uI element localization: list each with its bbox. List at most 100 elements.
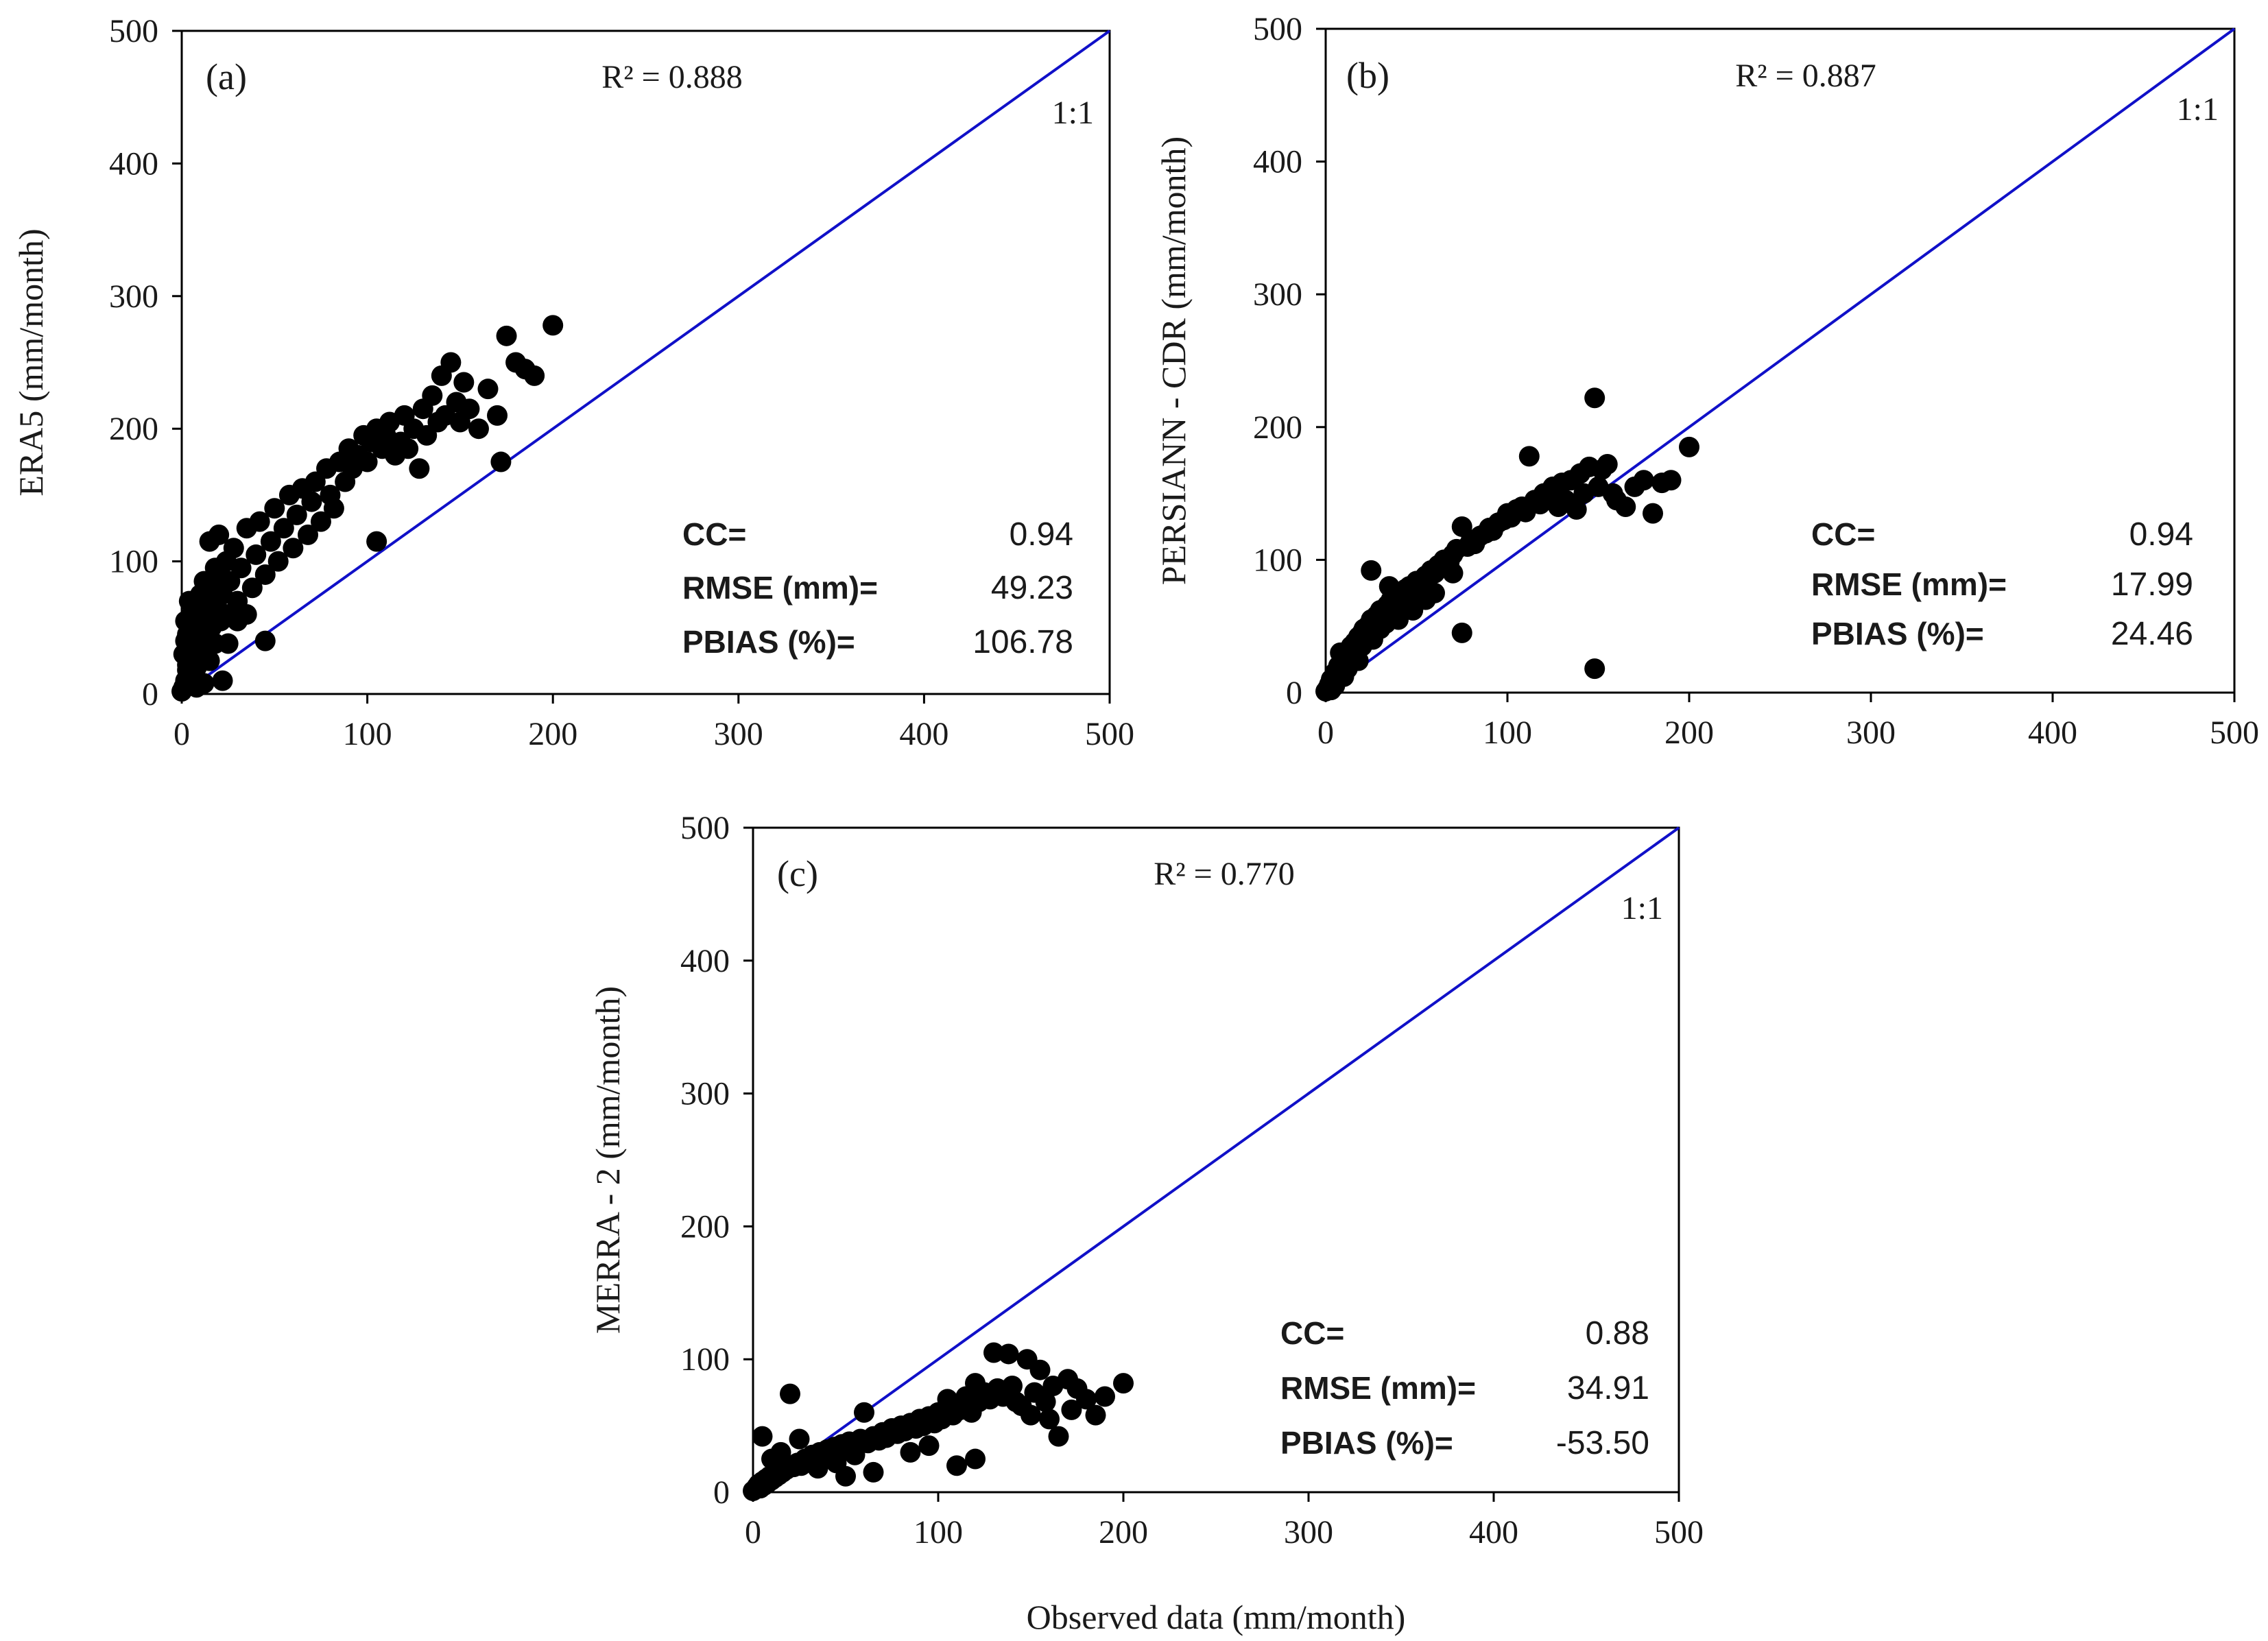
scatter-panel-1: 0 100 200 300 400 500 0 100 200 300 400 500 (a) R² = … bbox=[12, 13, 1134, 752]
data-point bbox=[1518, 446, 1540, 467]
y-axis-label: PERSIANN - CDR (mm/month) bbox=[1154, 136, 1193, 585]
x-tick-label: 0 bbox=[745, 1514, 761, 1550]
data-point bbox=[468, 418, 489, 440]
stat-value: 0.94 bbox=[2129, 516, 2193, 553]
y-tick-label: 500 bbox=[109, 13, 158, 49]
data-point bbox=[1035, 1391, 1056, 1413]
data-point bbox=[1076, 1389, 1097, 1410]
data-point bbox=[1679, 436, 1699, 457]
stat-label: CC= bbox=[682, 516, 746, 552]
data-point bbox=[409, 458, 430, 479]
y-tick-label: 100 bbox=[680, 1341, 730, 1378]
data-point bbox=[496, 325, 517, 346]
data-point bbox=[1039, 1409, 1060, 1430]
data-point bbox=[1348, 650, 1369, 671]
stat-value: 0.88 bbox=[1586, 1315, 1649, 1352]
x-tick-label: 300 bbox=[1846, 715, 1896, 751]
y-tick-label: 300 bbox=[680, 1076, 730, 1112]
data-point bbox=[180, 657, 202, 678]
plot-frame bbox=[752, 826, 1680, 1494]
data-point bbox=[217, 633, 239, 654]
stat-label: PBIAS (%)= bbox=[1811, 616, 1984, 651]
data-point bbox=[854, 1402, 874, 1423]
data-point bbox=[1320, 680, 1341, 701]
data-point bbox=[254, 630, 276, 651]
data-point bbox=[1020, 1404, 1041, 1426]
one-to-one-line bbox=[1324, 27, 2236, 694]
y-tick-label: 200 bbox=[109, 411, 158, 447]
panel-label: (c) bbox=[777, 853, 818, 894]
data-point bbox=[789, 1428, 810, 1450]
data-point bbox=[487, 405, 508, 426]
scatter-panel-2: 0 100 200 300 400 500 0 100 200 300 400 500 (b) R² = … bbox=[1154, 11, 2259, 751]
x-tick-label: 400 bbox=[2028, 715, 2077, 751]
data-point bbox=[422, 385, 443, 406]
data-point bbox=[254, 564, 276, 585]
data-point bbox=[844, 1444, 866, 1465]
y-tick-label: 300 bbox=[1253, 276, 1302, 313]
data-point bbox=[301, 491, 322, 512]
stat-value: 24.46 bbox=[2111, 616, 2193, 652]
data-point bbox=[1095, 1386, 1115, 1407]
data-point bbox=[186, 606, 207, 627]
x-tick-label: 500 bbox=[1085, 716, 1134, 752]
data-point bbox=[1061, 1399, 1082, 1420]
y-tick-label: 0 bbox=[142, 676, 158, 712]
y-tick-label: 400 bbox=[680, 943, 730, 979]
data-point bbox=[241, 577, 263, 599]
stat-label: CC= bbox=[1280, 1315, 1344, 1351]
stat-label: RMSE (mm)= bbox=[1280, 1370, 1476, 1406]
data-point bbox=[193, 673, 215, 694]
data-point bbox=[1442, 562, 1464, 584]
data-point bbox=[199, 650, 220, 671]
y-tick-label: 100 bbox=[1253, 542, 1302, 578]
one-to-one-line bbox=[752, 826, 1680, 1494]
data-point bbox=[1584, 387, 1605, 409]
x-tick-label: 500 bbox=[1654, 1514, 1704, 1550]
x-tick-label: 300 bbox=[1284, 1514, 1333, 1550]
data-point bbox=[236, 603, 257, 625]
stat-label: CC= bbox=[1811, 516, 1875, 552]
stat-label: RMSE (mm)= bbox=[1811, 566, 2007, 602]
x-tick-label: 0 bbox=[1317, 715, 1334, 751]
one-to-one-label: 1:1 bbox=[1052, 95, 1094, 131]
data-point bbox=[204, 558, 226, 579]
x-tick-label: 200 bbox=[1099, 1514, 1148, 1550]
y-axis-label: ERA5 (mm/month) bbox=[12, 228, 50, 496]
data-point bbox=[1029, 1359, 1051, 1380]
data-point bbox=[780, 1383, 800, 1404]
r-squared-label: R² = 0.887 bbox=[1735, 58, 1876, 94]
data-point bbox=[863, 1461, 884, 1483]
x-tick-label: 0 bbox=[174, 716, 190, 752]
data-point bbox=[264, 498, 285, 519]
y-tick-label: 500 bbox=[1253, 11, 1302, 47]
data-point bbox=[298, 524, 319, 545]
x-tick-label: 100 bbox=[1483, 715, 1532, 751]
x-tick-label: 200 bbox=[1664, 715, 1714, 751]
data-point bbox=[230, 558, 252, 579]
data-point bbox=[1451, 622, 1472, 643]
y-tick-label: 200 bbox=[680, 1208, 730, 1245]
data-point bbox=[366, 531, 387, 552]
r-squared-label: R² = 0.770 bbox=[1154, 856, 1294, 892]
x-tick-label: 300 bbox=[714, 716, 763, 752]
data-point bbox=[459, 398, 480, 420]
data-point bbox=[490, 451, 512, 472]
data-point bbox=[835, 1465, 856, 1487]
data-point bbox=[918, 1435, 940, 1457]
data-point bbox=[946, 1455, 967, 1476]
data-point bbox=[1402, 599, 1424, 621]
x-tick-label: 500 bbox=[2210, 715, 2259, 751]
x-tick-label: 200 bbox=[528, 716, 577, 752]
data-point bbox=[1597, 454, 1618, 475]
data-point bbox=[1048, 1426, 1069, 1447]
data-point bbox=[323, 498, 344, 519]
panel-label: (a) bbox=[206, 56, 247, 97]
data-point bbox=[273, 518, 294, 539]
data-point bbox=[283, 538, 304, 559]
data-point bbox=[1333, 666, 1354, 687]
y-tick-label: 100 bbox=[109, 544, 158, 580]
stat-value: 17.99 bbox=[2111, 566, 2193, 603]
x-tick-label: 400 bbox=[899, 716, 948, 752]
